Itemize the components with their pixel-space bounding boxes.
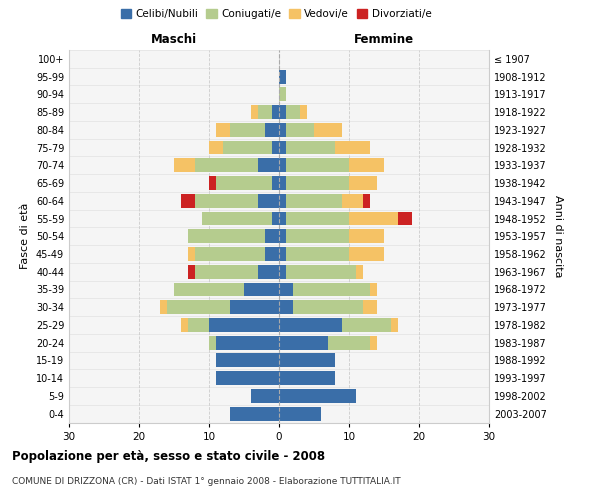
Bar [293,300,363,314]
Bar [230,123,265,136]
Bar [258,105,272,119]
Bar [286,265,356,278]
Bar [279,176,286,190]
Bar [356,265,363,278]
Bar [279,158,286,172]
Bar [342,318,391,332]
Bar [349,230,384,243]
Bar [181,318,188,332]
Bar [279,300,293,314]
Bar [279,265,286,278]
Bar [286,247,349,261]
Bar [195,158,258,172]
Bar [279,282,293,296]
Bar [160,300,167,314]
Bar [223,140,272,154]
Bar [279,354,335,368]
Bar [286,123,314,136]
Bar [279,212,286,226]
Bar [342,194,363,207]
Bar [181,194,195,207]
Bar [314,123,342,136]
Bar [349,212,398,226]
Bar [230,300,279,314]
Bar [279,230,286,243]
Text: Popolazione per età, sesso e stato civile - 2008: Popolazione per età, sesso e stato civil… [12,450,325,463]
Bar [216,371,279,385]
Bar [328,336,370,349]
Bar [265,247,279,261]
Bar [363,194,370,207]
Bar [258,194,279,207]
Bar [209,176,216,190]
Bar [391,318,398,332]
Bar [300,105,307,119]
Bar [398,212,412,226]
Bar [279,70,286,84]
Bar [195,247,265,261]
Bar [363,300,377,314]
Bar [286,158,349,172]
Bar [272,212,279,226]
Bar [167,300,230,314]
Bar [279,318,342,332]
Bar [251,389,279,403]
Bar [265,123,279,136]
Bar [258,265,279,278]
Bar [335,140,370,154]
Bar [174,282,244,296]
Bar [188,265,195,278]
Bar [370,282,377,296]
Bar [279,371,335,385]
Bar [209,140,223,154]
Bar [286,194,342,207]
Bar [279,88,286,102]
Bar [216,354,279,368]
Bar [272,176,279,190]
Bar [293,282,370,296]
Bar [286,230,349,243]
Bar [272,105,279,119]
Bar [279,123,286,136]
Bar [286,176,349,190]
Y-axis label: Fasce di età: Fasce di età [20,203,30,270]
Bar [279,406,321,420]
Y-axis label: Anni di nascita: Anni di nascita [553,195,563,278]
Bar [216,176,272,190]
Bar [188,247,195,261]
Bar [244,282,279,296]
Bar [202,212,272,226]
Bar [279,140,286,154]
Bar [265,230,279,243]
Bar [195,265,258,278]
Bar [216,336,279,349]
Bar [272,140,279,154]
Bar [188,230,265,243]
Bar [279,194,286,207]
Bar [279,336,328,349]
Text: Maschi: Maschi [151,34,197,46]
Bar [349,176,377,190]
Bar [349,158,384,172]
Text: Femmine: Femmine [354,34,414,46]
Bar [279,247,286,261]
Bar [209,318,279,332]
Bar [258,158,279,172]
Bar [370,336,377,349]
Bar [230,406,279,420]
Legend: Celibi/Nubili, Coniugati/e, Vedovi/e, Divorziati/e: Celibi/Nubili, Coniugati/e, Vedovi/e, Di… [116,5,436,24]
Bar [279,105,286,119]
Bar [286,105,300,119]
Bar [279,389,356,403]
Bar [251,105,258,119]
Bar [349,247,384,261]
Bar [195,194,258,207]
Bar [174,158,195,172]
Bar [188,318,209,332]
Bar [216,123,230,136]
Bar [286,140,335,154]
Text: COMUNE DI DRIZZONA (CR) - Dati ISTAT 1° gennaio 2008 - Elaborazione TUTTITALIA.I: COMUNE DI DRIZZONA (CR) - Dati ISTAT 1° … [12,478,401,486]
Bar [286,212,349,226]
Bar [209,336,216,349]
